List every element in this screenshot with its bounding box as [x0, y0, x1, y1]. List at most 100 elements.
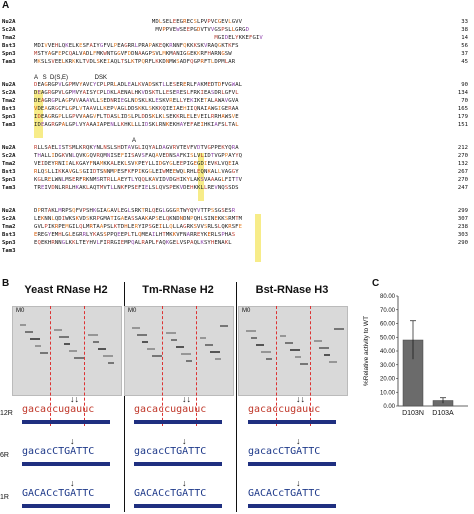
gel-band [210, 351, 220, 353]
sequence-residues: MKSLSVEELKRKKLTVDLSKEIAQLTSLKTPQRFLKKDNM… [34, 59, 236, 65]
substrate-label: 12R [0, 410, 13, 417]
sequence-name: Tma2 [2, 98, 16, 104]
cleavage-arrow: ↓ [296, 436, 301, 446]
gel-title: Yeast RNase H2 [24, 284, 108, 296]
gel-band [215, 358, 221, 360]
sequence-position: 247 [457, 185, 468, 191]
gel-band [266, 358, 272, 360]
sequence-position: 151 [457, 122, 468, 128]
panel-a-letter: A [2, 0, 10, 11]
gel-band [176, 346, 184, 348]
gel-band [108, 362, 114, 364]
cleavage-arrow: ↓ [296, 478, 301, 488]
sequence-residues: TREIVDNLRRLHKAKLAQTMVTLLNKFPSEFIELSLQVSP… [34, 185, 239, 191]
substrate-sequence: gacacCTGATTC [134, 446, 207, 457]
sequence-name: Tma2 [2, 161, 16, 167]
sequence-position: 134 [457, 90, 468, 96]
sequence-position: 267 [457, 169, 468, 175]
sequence-residues: MSTYAGFEPCQALVADLFMKWNTGGVFDDNAAGPSVLMKM… [34, 51, 232, 57]
activity-bar-chart: 0.00 10.00 20.00 30.00 40.00 50.00 60.00 70.00 8… [363, 294, 468, 417]
gel-band [147, 348, 155, 350]
gel-band [200, 337, 206, 339]
dna-strand-bar [134, 420, 222, 424]
substrate-sequence: gacaccugauuc [134, 404, 207, 415]
gel-band [137, 334, 147, 336]
gel-band [30, 338, 40, 340]
sequence-name: Tam3 [2, 248, 16, 254]
sequence-name: Spn3 [2, 51, 16, 57]
substrate-sequence: GACACcTGATTC [248, 488, 321, 499]
conserved-residue-highlight [34, 90, 43, 138]
sequence-name: Tam3 [2, 122, 16, 128]
sequence-alignment: Nu2A MDLSELEEGRECSLPVPVCGEVLGVV 33 Sc2A MV… [0, 12, 474, 272]
sequence-residues: VEIDEYRNIIALKGAYFNAMKKALEKLSVKPEYLLIDGYG… [34, 161, 239, 167]
gel-band [35, 345, 41, 347]
sequence-position: 56 [461, 43, 468, 49]
substrate-sequence: gacaccugauuc [22, 404, 95, 415]
lane-separator [276, 306, 277, 426]
lane-separator [84, 306, 85, 426]
sequence-name: Bst3 [2, 169, 16, 175]
gel-band [261, 351, 271, 353]
substrate-label: 1R [0, 494, 9, 501]
sequence-name: Bst3 [2, 43, 16, 49]
sequence-residues: EQEKHRNNGLKKLTEYHVLFIRRGIEMPQALRAPLFAQKG… [34, 240, 232, 246]
gel-image [12, 306, 122, 396]
sequence-name: Spn3 [2, 177, 16, 183]
gel-band [74, 357, 84, 359]
substrate-sequence: GACACcTGATTC [134, 488, 207, 499]
substrate-sequence: GACACcTGATTC [22, 488, 95, 499]
sequence-name: Nu2A [2, 145, 16, 151]
gel-image [238, 306, 348, 396]
y-tick-label: 80.00 [380, 294, 396, 300]
sequence-residues: THALLIDGKVNLQVKGQVRQMNISEFIISAVSFAQAVEDN… [34, 153, 243, 159]
gel-title: Bst-RNase H3 [255, 284, 329, 296]
dna-strand-bar [22, 504, 110, 508]
gel-band [295, 356, 301, 358]
dna-strand-bar [22, 420, 110, 424]
sequence-residues: MDLSELEEGRECSLPVPVCGEVLGVV [34, 19, 243, 25]
dna-strand-bar [248, 420, 336, 424]
cleavage-arrow: ↓ [182, 436, 187, 446]
sequence-position: 165 [457, 106, 468, 112]
panel-divider [124, 282, 125, 512]
gel-band [324, 354, 330, 356]
gel-band [290, 349, 300, 351]
gel-band [152, 355, 162, 357]
substrate-sequence: gacacCTGATTC [22, 446, 95, 457]
sequence-name: Bst3 [2, 232, 16, 238]
gel-band [88, 334, 98, 336]
m0-label: M0 [128, 308, 137, 314]
gel-band [285, 342, 293, 344]
lane-separator [162, 306, 163, 426]
gel-band [93, 341, 99, 343]
gel-band [59, 336, 69, 338]
substrate-sequence: gacaccugauuc [248, 404, 321, 415]
sequence-residues: MDIVVEHLQKELKESFAIYGFVLPEAGRRLPRAPAKEQKR… [34, 43, 239, 49]
sequence-residues: LEKNNLQDIWKSKVDSKRPGMATIGAEASSAAKAPSELQK… [34, 216, 243, 222]
sequence-name: Bst3 [2, 106, 16, 112]
sequence-residues: RLQSLLIKKAVGLSGIIDTSNNMPESFKFPIKGGLEIWME… [34, 169, 239, 175]
gel-band [64, 343, 70, 345]
dna-strand-bar [134, 462, 222, 466]
sequence-position: 37 [461, 51, 468, 57]
alignment-marker-row: A S D(S,E) DSK [34, 75, 108, 81]
y-tick-label: 30.00 [380, 363, 396, 369]
sequence-residues: VDEAGRGCFLGPLVTAAVLLKEPVAGLDDSKKLSKKKQIE… [34, 106, 239, 112]
substrate-label: 6R [0, 452, 9, 459]
sequence-position: 70 [461, 98, 468, 104]
cleavage-arrow: ↓ [182, 478, 187, 488]
lane-separator [50, 306, 51, 426]
dna-strand-bar [22, 462, 110, 466]
dna-strand-bar [248, 462, 336, 466]
gel-band [220, 325, 228, 327]
conserved-residue-highlight [198, 153, 204, 201]
gel-band [171, 339, 177, 341]
sequence-position: 212 [457, 145, 468, 151]
y-axis-label: %Relative activity to WT [363, 316, 370, 386]
sequence-position: 90 [461, 82, 468, 88]
sequence-residues: DPRTAKLMRPSQFVPSHKGIAGAVLEGLSRKTRLQEGLGG… [34, 208, 236, 214]
gel-band [69, 350, 77, 352]
gel-band [300, 363, 308, 365]
sequence-residues: GVLPIKRPEMGILQLMRTAAPSLKTDHLERYIPSGEILLQ… [34, 224, 243, 230]
